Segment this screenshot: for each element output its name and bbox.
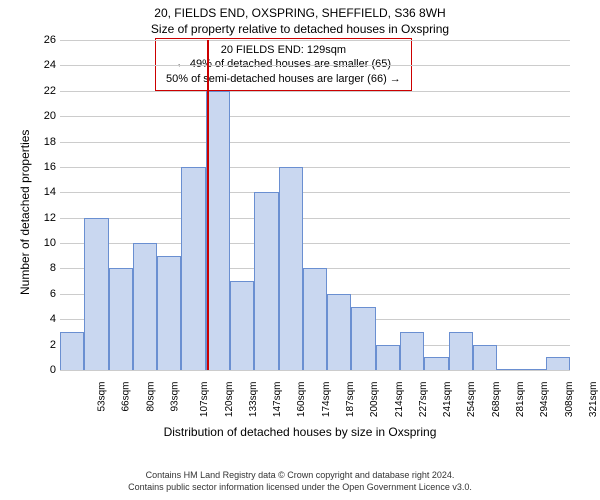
y-tick-label: 22 xyxy=(32,85,56,97)
x-tick-label: 133sqm xyxy=(248,382,259,418)
x-tick-label: 268sqm xyxy=(491,382,502,418)
histogram-bar xyxy=(84,218,108,370)
x-tick-label: 147sqm xyxy=(272,382,283,418)
grid-line xyxy=(60,167,570,168)
x-tick-label: 254sqm xyxy=(467,382,478,418)
grid-line xyxy=(60,91,570,92)
histogram-bar xyxy=(109,268,133,370)
y-tick-label: 26 xyxy=(32,34,56,46)
histogram-bar xyxy=(254,192,278,370)
y-tick-label: 10 xyxy=(32,237,56,249)
x-tick-label: 160sqm xyxy=(297,382,308,418)
x-tick-label: 200sqm xyxy=(369,382,380,418)
x-tick-label: 308sqm xyxy=(564,382,575,418)
histogram-bar xyxy=(206,91,230,370)
title-subtitle: Size of property relative to detached ho… xyxy=(0,22,600,36)
x-tick-label: 66sqm xyxy=(121,382,132,412)
title-address: 20, FIELDS END, OXSPRING, SHEFFIELD, S36… xyxy=(0,6,600,20)
histogram-bar xyxy=(303,268,327,370)
y-tick-label: 0 xyxy=(32,364,56,376)
y-tick-label: 18 xyxy=(32,136,56,148)
x-tick-label: 174sqm xyxy=(321,382,332,418)
y-tick-label: 16 xyxy=(32,161,56,173)
histogram-bar xyxy=(351,307,375,370)
y-tick-label: 8 xyxy=(32,262,56,274)
grid-line xyxy=(60,40,570,41)
histogram-bar xyxy=(400,332,424,370)
histogram-bar xyxy=(473,345,497,370)
x-tick-label: 214sqm xyxy=(394,382,405,418)
y-tick-label: 14 xyxy=(32,186,56,198)
histogram-bar xyxy=(424,357,448,370)
histogram-bar xyxy=(497,369,521,370)
histogram-bar xyxy=(133,243,157,370)
x-tick-label: 281sqm xyxy=(515,382,526,418)
grid-line xyxy=(60,370,570,371)
x-tick-label: 241sqm xyxy=(442,382,453,418)
histogram-bar xyxy=(376,345,400,370)
histogram-bar xyxy=(327,294,351,370)
chart-container: 20, FIELDS END, OXSPRING, SHEFFIELD, S36… xyxy=(0,0,600,500)
x-axis-title: Distribution of detached houses by size … xyxy=(0,425,600,439)
grid-line xyxy=(60,192,570,193)
x-tick-label: 80sqm xyxy=(145,382,156,412)
grid-line xyxy=(60,65,570,66)
y-tick-label: 20 xyxy=(32,110,56,122)
histogram-bar xyxy=(546,357,570,370)
histogram-bar xyxy=(279,167,303,370)
x-tick-label: 321sqm xyxy=(588,382,599,418)
histogram-bar xyxy=(449,332,473,370)
y-tick-label: 6 xyxy=(32,288,56,300)
footer-attribution: Contains HM Land Registry data © Crown c… xyxy=(0,470,600,493)
histogram-bar xyxy=(157,256,181,370)
histogram-bar xyxy=(521,369,545,370)
grid-line xyxy=(60,218,570,219)
x-tick-label: 53sqm xyxy=(97,382,108,412)
histogram-bar xyxy=(60,332,84,370)
x-tick-label: 120sqm xyxy=(224,382,235,418)
x-tick-label: 187sqm xyxy=(345,382,356,418)
y-tick-label: 24 xyxy=(32,59,56,71)
y-tick-label: 4 xyxy=(32,313,56,325)
plot-area xyxy=(60,40,570,371)
grid-line xyxy=(60,116,570,117)
histogram-bar xyxy=(230,281,254,370)
marker-line xyxy=(207,40,209,370)
grid-line xyxy=(60,142,570,143)
x-tick-label: 227sqm xyxy=(418,382,429,418)
histogram-bar xyxy=(181,167,205,370)
footer-line1: Contains HM Land Registry data © Crown c… xyxy=(0,470,600,482)
x-tick-label: 107sqm xyxy=(199,382,210,418)
x-tick-label: 294sqm xyxy=(539,382,550,418)
x-tick-label: 93sqm xyxy=(170,382,181,412)
footer-line2: Contains public sector information licen… xyxy=(0,482,600,494)
y-tick-label: 12 xyxy=(32,212,56,224)
y-tick-label: 2 xyxy=(32,339,56,351)
y-axis-title: Number of detached properties xyxy=(18,130,32,295)
